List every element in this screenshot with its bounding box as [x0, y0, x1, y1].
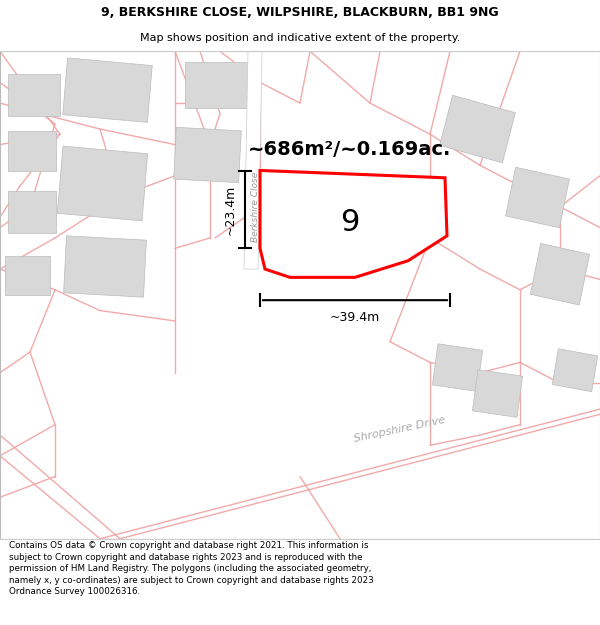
Bar — [8, 191, 56, 232]
Text: 9: 9 — [340, 208, 359, 237]
Text: Contains OS data © Crown copyright and database right 2021. This information is
: Contains OS data © Crown copyright and d… — [9, 541, 374, 596]
Text: ~23.4m: ~23.4m — [224, 184, 237, 234]
Polygon shape — [530, 244, 590, 305]
Polygon shape — [472, 370, 523, 418]
Text: Berkshire Close: Berkshire Close — [251, 172, 260, 242]
Polygon shape — [63, 58, 152, 122]
Text: Shropshire Drive: Shropshire Drive — [353, 415, 447, 444]
Bar — [8, 131, 56, 171]
Polygon shape — [433, 344, 482, 391]
Polygon shape — [64, 236, 146, 297]
Text: ~686m²/~0.169ac.: ~686m²/~0.169ac. — [248, 140, 452, 159]
Text: 9, BERKSHIRE CLOSE, WILPSHIRE, BLACKBURN, BB1 9NG: 9, BERKSHIRE CLOSE, WILPSHIRE, BLACKBURN… — [101, 6, 499, 19]
Text: ~39.4m: ~39.4m — [330, 311, 380, 324]
Bar — [8, 74, 60, 116]
Polygon shape — [58, 146, 148, 221]
Polygon shape — [506, 168, 569, 228]
Polygon shape — [174, 127, 241, 182]
Polygon shape — [440, 95, 515, 163]
Bar — [185, 62, 260, 108]
Text: Map shows position and indicative extent of the property.: Map shows position and indicative extent… — [140, 33, 460, 44]
Polygon shape — [244, 51, 262, 269]
Bar — [5, 256, 50, 295]
Polygon shape — [260, 171, 447, 278]
Polygon shape — [552, 349, 598, 392]
